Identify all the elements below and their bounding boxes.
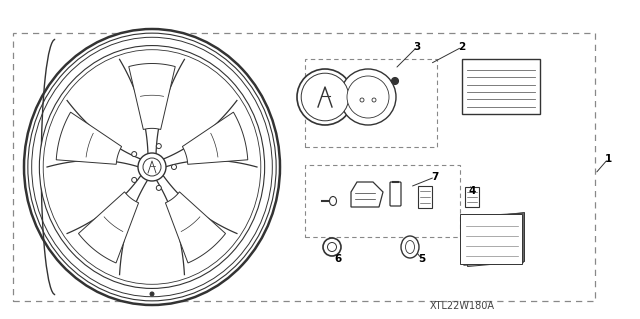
Bar [13,33,595,301]
Polygon shape [467,212,525,266]
Ellipse shape [156,185,161,190]
Text: 4: 4 [468,186,476,196]
Ellipse shape [143,158,161,176]
Polygon shape [464,213,524,265]
Polygon shape [165,192,225,263]
Ellipse shape [360,98,364,102]
Ellipse shape [330,197,337,205]
Ellipse shape [340,69,396,125]
FancyBboxPatch shape [462,59,540,114]
Ellipse shape [156,144,161,149]
Ellipse shape [28,33,276,301]
Text: 7: 7 [431,172,438,182]
FancyBboxPatch shape [390,182,401,206]
Ellipse shape [31,37,273,297]
Text: XTL22W180A: XTL22W180A [429,301,495,311]
FancyBboxPatch shape [418,186,432,208]
Text: 1: 1 [604,154,612,164]
Polygon shape [129,63,175,130]
Ellipse shape [301,73,349,121]
Ellipse shape [323,238,341,256]
Ellipse shape [138,153,166,181]
Ellipse shape [328,242,337,251]
Ellipse shape [297,69,353,125]
Text: 6: 6 [334,254,342,264]
Polygon shape [182,112,248,164]
Ellipse shape [43,50,261,284]
Ellipse shape [132,177,137,182]
Bar [305,59,437,147]
Ellipse shape [132,152,137,157]
Ellipse shape [372,98,376,102]
Polygon shape [79,192,139,263]
FancyBboxPatch shape [465,187,479,207]
Polygon shape [351,182,383,207]
Ellipse shape [150,292,154,296]
Text: 5: 5 [419,254,426,264]
Bar [305,165,460,237]
Text: 3: 3 [413,42,420,52]
Ellipse shape [401,236,419,258]
Polygon shape [56,112,122,164]
Ellipse shape [40,46,265,288]
Ellipse shape [24,29,280,305]
Text: 2: 2 [458,42,466,52]
Ellipse shape [406,241,415,254]
Polygon shape [460,214,522,264]
Ellipse shape [392,78,399,85]
Ellipse shape [347,76,389,118]
Ellipse shape [172,165,177,169]
